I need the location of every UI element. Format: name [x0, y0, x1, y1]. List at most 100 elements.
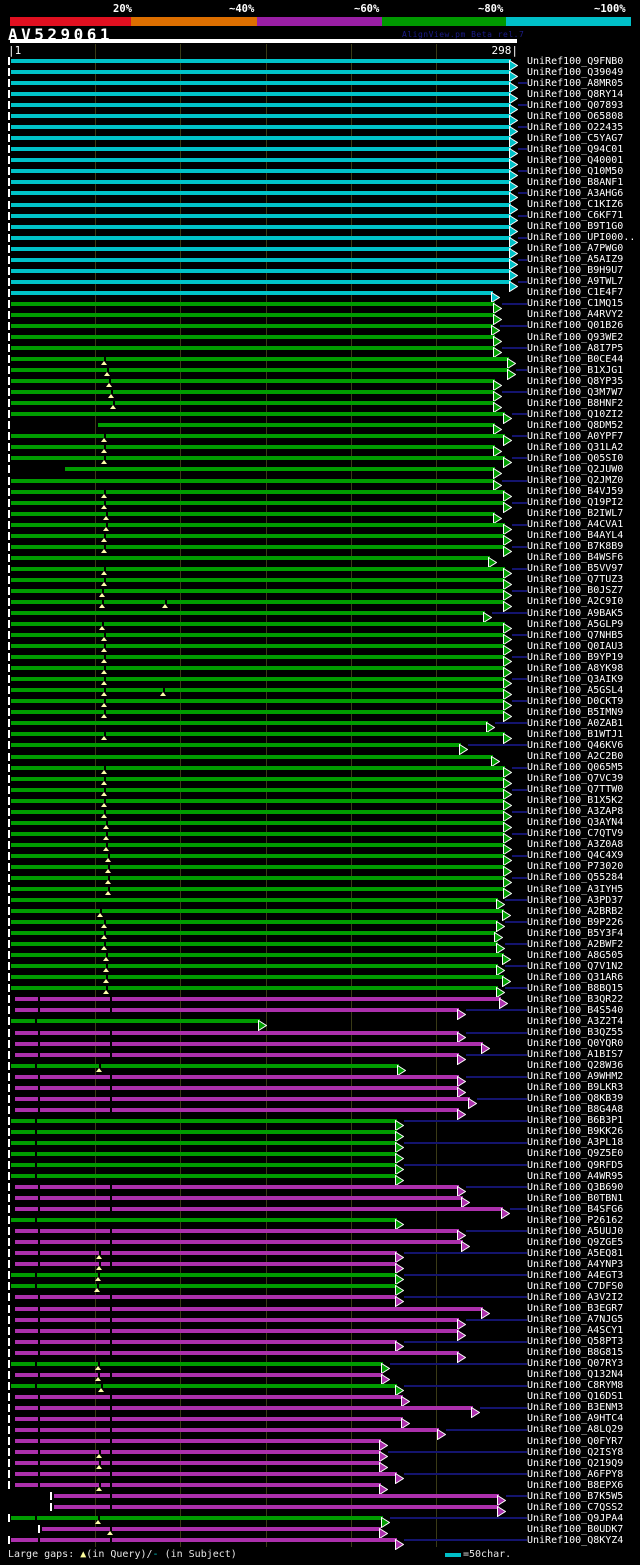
alignment-label[interactable]: UniRef100_Q28W36 — [527, 1060, 624, 1072]
alignment-label[interactable]: UniRef100_A5GSL4 — [527, 684, 624, 696]
alignment-label[interactable]: UniRef100_B8ANF1 — [527, 176, 624, 188]
alignment-label[interactable]: UniRef100_B9YP19 — [527, 651, 624, 663]
alignment-bar[interactable] — [15, 1041, 483, 1046]
alignment-bar[interactable] — [11, 489, 505, 494]
alignment-bar[interactable] — [11, 787, 505, 792]
alignment-label[interactable]: UniRef100_Q7TUZ3 — [527, 574, 624, 586]
alignment-label[interactable]: UniRef100_A3PD37 — [527, 894, 624, 906]
alignment-label[interactable]: UniRef100_A5UUJ0 — [527, 1225, 624, 1237]
alignment-label[interactable]: UniRef100_B7K5W5 — [527, 1490, 624, 1502]
alignment-bar[interactable] — [11, 677, 505, 682]
alignment-label[interactable]: UniRef100_Q01B26 — [527, 320, 624, 332]
alignment-label[interactable]: UniRef100_A6FPY8 — [527, 1468, 624, 1480]
alignment-bar[interactable] — [15, 1008, 459, 1013]
alignment-label[interactable]: UniRef100_B1XJG1 — [527, 364, 624, 376]
alignment-bar[interactable] — [11, 765, 505, 770]
alignment-bar[interactable] — [11, 622, 505, 627]
alignment-bar[interactable] — [11, 412, 505, 417]
alignment-label[interactable]: UniRef100_A3ZAP8 — [527, 806, 624, 818]
alignment-label[interactable]: UniRef100_Q8YP35 — [527, 375, 624, 387]
alignment-bar[interactable] — [11, 1151, 397, 1156]
alignment-bar[interactable] — [11, 655, 505, 660]
alignment-bar[interactable] — [11, 290, 493, 295]
alignment-label[interactable]: UniRef100_B4WSF6 — [527, 552, 624, 564]
alignment-bar[interactable] — [11, 357, 509, 362]
alignment-label[interactable]: UniRef100_A3Z2T4 — [527, 1015, 624, 1027]
alignment-label[interactable]: UniRef100_Q9Z5E0 — [527, 1148, 624, 1160]
alignment-bar[interactable] — [11, 70, 511, 75]
alignment-bar[interactable] — [11, 533, 505, 538]
alignment-bar[interactable] — [15, 1450, 381, 1455]
alignment-bar[interactable] — [11, 599, 505, 604]
alignment-bar[interactable] — [42, 1527, 381, 1532]
alignment-bar[interactable] — [11, 1361, 383, 1366]
alignment-label[interactable]: UniRef100_B6B3P1 — [527, 1115, 624, 1127]
alignment-bar[interactable] — [11, 445, 495, 450]
alignment-bar[interactable] — [11, 611, 485, 615]
alignment-bar[interactable] — [15, 1339, 397, 1344]
alignment-bar[interactable] — [11, 1163, 397, 1167]
alignment-label[interactable]: UniRef100_A3Z0A8 — [527, 839, 624, 851]
alignment-bar[interactable] — [15, 1472, 397, 1477]
alignment-label[interactable]: UniRef100_A5EQ81 — [527, 1247, 624, 1259]
alignment-bar[interactable] — [11, 710, 505, 715]
alignment-label[interactable]: UniRef100_A2C9I0 — [527, 596, 624, 608]
alignment-label[interactable]: UniRef100_Q3M7W7 — [527, 386, 624, 398]
alignment-label[interactable]: UniRef100_B4SFG6 — [527, 1203, 624, 1215]
alignment-label[interactable]: UniRef100_B0JSZ7 — [527, 585, 624, 597]
alignment-bar[interactable] — [11, 456, 505, 461]
alignment-bar[interactable] — [11, 511, 495, 516]
alignment-label[interactable]: UniRef100_A9HTC4 — [527, 1413, 624, 1425]
alignment-label[interactable]: UniRef100_B9T1G0 — [527, 221, 624, 233]
alignment-label[interactable]: UniRef100_Q8DM52 — [527, 419, 624, 431]
alignment-label[interactable]: UniRef100_A7PWG0 — [527, 243, 624, 255]
alignment-bar[interactable] — [11, 1140, 397, 1145]
alignment-bar[interactable] — [11, 92, 511, 97]
alignment-bar[interactable] — [11, 257, 511, 262]
alignment-bar[interactable] — [15, 1074, 459, 1079]
alignment-label[interactable]: UniRef100_B1X5K2 — [527, 795, 624, 807]
alignment-bar[interactable] — [15, 1483, 381, 1488]
alignment-bar[interactable] — [15, 1350, 459, 1355]
alignment-bar[interactable] — [15, 1295, 397, 1300]
alignment-label[interactable]: UniRef100_C5YAG7 — [527, 132, 624, 144]
alignment-label[interactable]: UniRef100_B9LKR3 — [527, 1082, 624, 1094]
alignment-label[interactable]: UniRef100_Q8KB39 — [527, 1093, 624, 1105]
alignment-label[interactable]: UniRef100_A2BWF2 — [527, 938, 624, 950]
alignment-label[interactable]: UniRef100_Q7V1N2 — [527, 960, 624, 972]
alignment-bar[interactable] — [15, 1328, 459, 1333]
alignment-label[interactable]: UniRef100_Q7NHB5 — [527, 629, 624, 641]
alignment-bar[interactable] — [11, 887, 505, 891]
alignment-bar[interactable] — [11, 732, 505, 737]
alignment-bar[interactable] — [11, 975, 504, 980]
alignment-label[interactable]: UniRef100_A8MR05 — [527, 77, 624, 89]
alignment-bar[interactable] — [11, 831, 505, 836]
alignment-bar[interactable] — [11, 114, 511, 119]
alignment-bar[interactable] — [11, 853, 505, 858]
alignment-bar[interactable] — [11, 721, 488, 726]
alignment-bar[interactable] — [11, 279, 511, 284]
alignment-label[interactable]: UniRef100_B8HNF2 — [527, 397, 624, 409]
alignment-label[interactable]: UniRef100_B3QR22 — [527, 993, 624, 1005]
alignment-label[interactable]: UniRef100_Q0IAU3 — [527, 640, 624, 652]
alignment-label[interactable]: UniRef100_Q4C4X9 — [527, 850, 624, 862]
alignment-bar[interactable] — [11, 920, 498, 925]
alignment-bar[interactable] — [54, 1494, 499, 1499]
alignment-label[interactable]: UniRef100_B9P226 — [527, 916, 624, 928]
alignment-bar[interactable] — [11, 158, 511, 163]
alignment-label[interactable]: UniRef100_C6KF71 — [527, 210, 624, 222]
alignment-bar[interactable] — [11, 875, 505, 880]
alignment-label[interactable]: UniRef100_Q10ZI2 — [527, 408, 624, 420]
alignment-label[interactable]: UniRef100_UPI000.. — [527, 232, 636, 244]
alignment-bar[interactable] — [11, 335, 495, 339]
alignment-label[interactable]: UniRef100_B8BQ15 — [527, 982, 624, 994]
alignment-label[interactable]: UniRef100_Q9FNB0 — [527, 55, 624, 67]
alignment-label[interactable]: UniRef100_Q2JUW0 — [527, 463, 624, 475]
alignment-label[interactable]: UniRef100_A5AIZ9 — [527, 254, 624, 266]
alignment-label[interactable]: UniRef100_A3AHG6 — [527, 187, 624, 199]
alignment-bar[interactable] — [15, 1251, 397, 1256]
alignment-label[interactable]: UniRef100_A0ZAB1 — [527, 717, 624, 729]
alignment-bar[interactable] — [15, 1240, 463, 1245]
alignment-label[interactable]: UniRef100_Q55284 — [527, 872, 624, 884]
alignment-bar[interactable] — [11, 743, 461, 748]
